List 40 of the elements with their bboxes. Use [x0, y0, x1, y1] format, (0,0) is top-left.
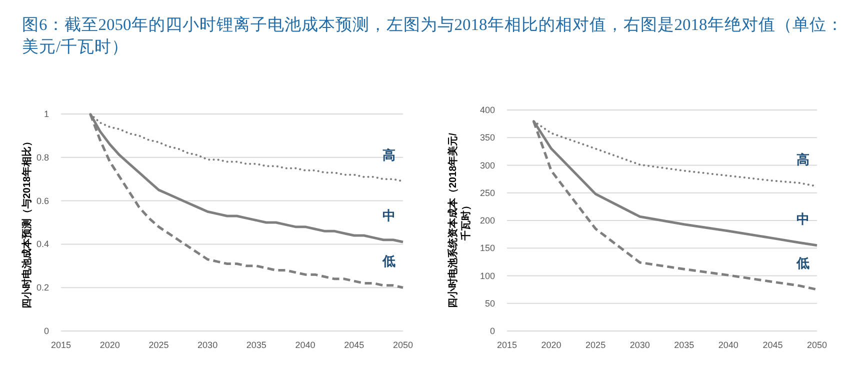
y-tick-label: 350 [480, 132, 495, 143]
y-tick-label: 200 [480, 216, 495, 226]
x-tick-label: 2020 [541, 340, 562, 350]
y-tick-label: 0.4 [36, 239, 49, 250]
series-label: 高 [382, 147, 396, 162]
y-tick-label: 300 [480, 160, 495, 170]
y-tick-label: 100 [480, 270, 495, 281]
x-tick-label: 2025 [148, 340, 169, 350]
x-tick-label: 2035 [674, 340, 694, 350]
series-label: 中 [382, 208, 396, 224]
x-tick-label: 2050 [392, 340, 414, 350]
y-axis-title: 四小时电池系统资本成本（2018年美元/千瓦时） [447, 132, 472, 308]
x-tick-label: 2040 [718, 340, 738, 350]
x-tick-label: 2015 [50, 340, 72, 350]
x-tick-label: 2045 [344, 340, 364, 350]
y-tick-label: 250 [480, 188, 495, 198]
series-label: 中 [796, 211, 810, 226]
x-tick-label: 2015 [496, 340, 518, 350]
x-tick-label: 2020 [100, 340, 120, 350]
x-tick-label: 2045 [762, 340, 783, 350]
y-tick-label: 0 [490, 326, 495, 336]
x-tick-label: 2025 [586, 340, 606, 350]
y-tick-label: 50 [484, 298, 495, 308]
series-label: 高 [796, 152, 810, 168]
series-label: 低 [382, 254, 396, 269]
x-tick-label: 2035 [246, 340, 266, 350]
chart-title: 图6：截至2050年的四小时锂离子电池成本预测，左图为与2018年相比的相对值，右图是2018年绝对值（单位：美元/千瓦时） [22, 14, 844, 58]
x-tick-label: 2030 [630, 340, 650, 350]
y-tick-label: 0.8 [36, 152, 49, 162]
y-tick-label: 0.6 [36, 196, 49, 206]
series-label: 低 [796, 256, 810, 271]
y-tick-label: 150 [480, 243, 495, 254]
y-tick-label: 0.2 [36, 282, 49, 293]
y-tick-label: 0 [44, 326, 49, 336]
x-tick-label: 2040 [295, 340, 316, 350]
y-tick-label: 1 [44, 109, 49, 119]
y-axis-title: 四小时电池成本预测（与2018年相比） [21, 136, 33, 309]
x-tick-label: 2030 [198, 340, 218, 350]
y-tick-label: 400 [480, 105, 495, 115]
x-tick-label: 2050 [806, 340, 828, 350]
